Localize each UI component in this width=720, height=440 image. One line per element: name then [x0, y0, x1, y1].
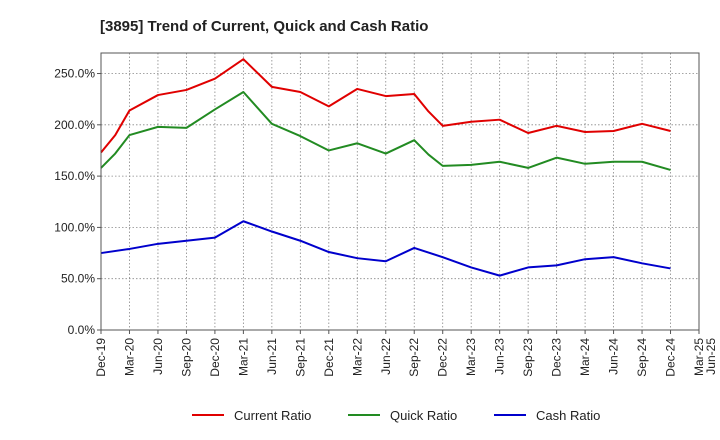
x-tick-label: Dec-19: [94, 338, 108, 377]
legend-label: Quick Ratio: [390, 408, 457, 423]
x-tick-label: Sep-23: [521, 338, 535, 377]
series-lines: [100, 58, 671, 277]
series-line-current-ratio: [100, 58, 671, 154]
series-line-quick-ratio: [100, 90, 671, 171]
x-axis: Dec-19 Mar-20 Jun-20 Sep-20 Dec-20 Mar-21 Jun-…: [94, 330, 718, 377]
chart-title: [3895] Trend of Current, Quick and Cash …: [100, 18, 428, 35]
x-tick-label: Jun-24: [607, 338, 621, 375]
legend-label: Cash Ratio: [536, 408, 600, 423]
x-tick-label: Mar-21: [236, 338, 250, 376]
x-tick-label: Mar-23: [464, 338, 478, 376]
x-tick-label: Sep-22: [407, 338, 421, 377]
plot-area-border: [100, 52, 700, 331]
x-tick-label: Mar-25: [692, 338, 706, 376]
x-tick-label: Dec-23: [550, 338, 564, 377]
series-line-cash-ratio: [100, 220, 671, 277]
x-tick-label: Dec-24: [664, 338, 678, 377]
y-tick-label: 100.0%: [54, 220, 95, 234]
legend: Current Ratio Quick Ratio Cash Ratio: [192, 408, 600, 423]
y-tick-label: 200.0%: [54, 118, 95, 132]
x-tick-label: Mar-24: [578, 338, 592, 376]
x-tick-label: Dec-22: [436, 338, 450, 377]
x-tick-label: Dec-21: [322, 338, 336, 377]
x-tick-label: Jun-21: [265, 338, 279, 375]
y-tick-label: 0.0%: [68, 323, 96, 337]
x-tick-label: Jun-22: [379, 338, 393, 375]
y-tick-label: 50.0%: [61, 272, 95, 286]
grid: [101, 53, 699, 330]
y-tick-label: 250.0%: [54, 67, 95, 81]
x-tick-label: Mar-22: [350, 338, 364, 376]
x-tick-label: Jun-25: [704, 338, 718, 375]
y-axis: 0.0% 50.0% 100.0% 150.0% 200.0% 250.0%: [54, 67, 101, 337]
x-tick-label: Jun-20: [151, 338, 165, 375]
x-tick-label: Mar-20: [122, 338, 136, 376]
x-tick-label: Sep-24: [635, 338, 649, 377]
x-tick-label: Sep-20: [179, 338, 193, 377]
y-tick-label: 150.0%: [54, 169, 95, 183]
x-tick-label: Jun-23: [493, 338, 507, 375]
legend-label: Current Ratio: [234, 408, 311, 423]
x-tick-label: Dec-20: [208, 338, 222, 377]
x-tick-label: Sep-21: [293, 338, 307, 377]
